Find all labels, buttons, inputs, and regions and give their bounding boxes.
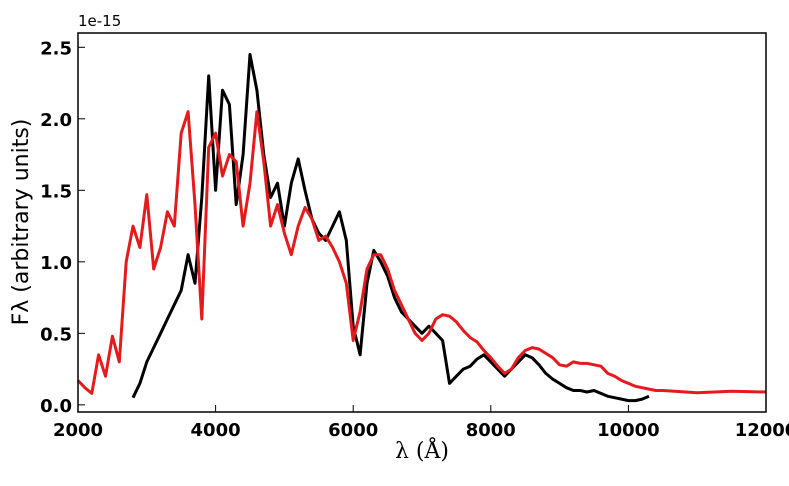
x-tick-label: 2000 bbox=[53, 420, 103, 441]
x-axis-label: λ (Å) bbox=[395, 436, 449, 464]
y-tick-label: 0.5 bbox=[40, 324, 72, 345]
y-tick-label: 2.5 bbox=[40, 38, 72, 59]
y-axis-label: Fλ (arbitrary units) bbox=[9, 119, 34, 326]
y-tick-label: 1.0 bbox=[40, 253, 72, 274]
plot-frame bbox=[77, 32, 767, 413]
x-tick-label: 4000 bbox=[191, 420, 241, 441]
y-tick-label: 1.5 bbox=[40, 181, 72, 202]
y-tick-label: 0.0 bbox=[40, 396, 72, 417]
series-line bbox=[76, 110, 767, 395]
series-line bbox=[131, 53, 650, 403]
x-tick-label: 8000 bbox=[466, 420, 516, 441]
y-tick-label: 2.0 bbox=[40, 110, 72, 131]
x-tick-label: 6000 bbox=[328, 420, 378, 441]
x-tick-label: 10000 bbox=[597, 420, 660, 441]
offset-label: 1e-15 bbox=[78, 12, 121, 30]
